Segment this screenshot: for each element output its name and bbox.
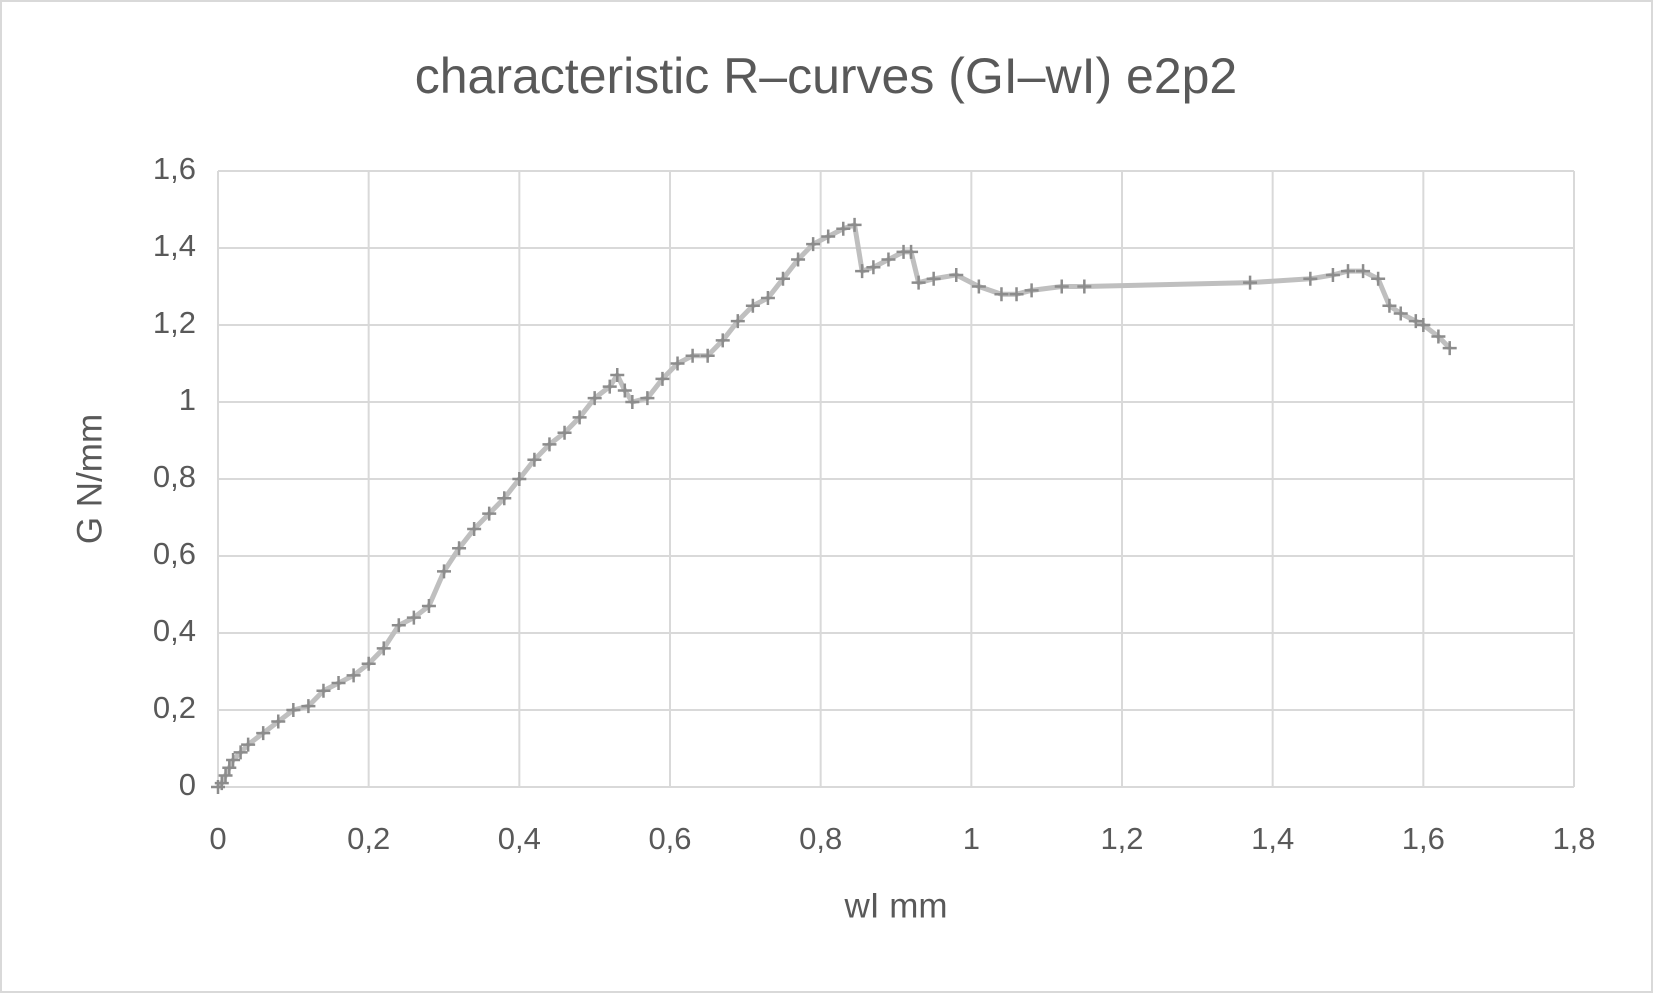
point-marker bbox=[1341, 264, 1355, 279]
point-marker bbox=[625, 395, 640, 409]
point-marker bbox=[256, 726, 271, 741]
x-axis-label: wI mm bbox=[843, 886, 947, 925]
point-marker bbox=[836, 221, 851, 236]
point-marker bbox=[1009, 287, 1024, 302]
point-marker bbox=[226, 753, 241, 768]
point-marker bbox=[847, 217, 862, 232]
y-tick-label: 0 bbox=[179, 767, 196, 802]
point-marker bbox=[1431, 329, 1446, 344]
point-marker bbox=[806, 237, 821, 252]
point-marker bbox=[685, 348, 700, 363]
point-marker bbox=[421, 599, 436, 614]
point-marker bbox=[1325, 267, 1340, 282]
point-marker bbox=[572, 410, 587, 425]
point-marker bbox=[218, 768, 233, 783]
point-marker bbox=[587, 391, 602, 406]
point-marker bbox=[467, 522, 482, 537]
point-marker bbox=[391, 618, 406, 633]
point-marker bbox=[527, 452, 542, 467]
point-marker bbox=[271, 714, 286, 729]
point-marker bbox=[286, 703, 301, 717]
point-marker bbox=[617, 383, 632, 398]
point-marker bbox=[346, 668, 361, 683]
point-marker bbox=[949, 267, 964, 282]
point-marker bbox=[361, 656, 376, 671]
x-tick-label: 0 bbox=[209, 821, 226, 856]
point-marker bbox=[971, 279, 986, 294]
point-marker bbox=[1054, 279, 1069, 294]
point-marker bbox=[557, 425, 572, 440]
chart-title: characteristic R–curves (GI–wI) e2p2 bbox=[415, 48, 1238, 104]
x-tick-label: 1,2 bbox=[1100, 821, 1143, 856]
y-tick-label: 1,2 bbox=[153, 305, 196, 340]
point-marker bbox=[855, 264, 870, 279]
point-marker bbox=[452, 541, 467, 556]
point-marker bbox=[1243, 275, 1258, 290]
point-marker bbox=[700, 348, 715, 363]
point-marker bbox=[791, 252, 806, 267]
x-tick-label: 0,2 bbox=[347, 821, 390, 856]
x-tick-label: 1,8 bbox=[1552, 821, 1595, 856]
point-marker bbox=[331, 676, 346, 691]
point-marker bbox=[610, 368, 625, 383]
point-marker bbox=[376, 641, 391, 656]
point-marker bbox=[1077, 279, 1092, 294]
point-marker bbox=[670, 356, 685, 371]
point-marker bbox=[1408, 314, 1423, 329]
point-marker bbox=[1356, 264, 1371, 279]
point-marker bbox=[760, 291, 775, 306]
point-marker bbox=[301, 699, 316, 714]
point-marker bbox=[911, 275, 926, 290]
point-marker bbox=[214, 776, 229, 791]
point-marker bbox=[1371, 271, 1386, 286]
point-marker bbox=[1416, 318, 1431, 332]
y-tick-label: 0,2 bbox=[153, 690, 196, 725]
point-marker bbox=[715, 333, 730, 348]
point-marker bbox=[866, 260, 881, 275]
point-marker bbox=[1382, 298, 1397, 313]
point-marker bbox=[222, 760, 237, 775]
point-marker bbox=[542, 437, 557, 452]
point-marker bbox=[776, 271, 790, 286]
point-marker bbox=[640, 391, 655, 406]
point-marker bbox=[497, 491, 512, 506]
point-marker bbox=[602, 379, 617, 394]
point-marker bbox=[904, 244, 919, 259]
x-tick-label: 0,6 bbox=[648, 821, 691, 856]
point-marker bbox=[881, 252, 896, 267]
point-marker bbox=[926, 271, 941, 286]
y-tick-label: 0,8 bbox=[153, 459, 196, 494]
y-tick-label: 0,6 bbox=[153, 536, 196, 571]
point-marker bbox=[1303, 271, 1318, 286]
y-tick-label: 1,6 bbox=[153, 151, 196, 186]
point-marker bbox=[1024, 283, 1039, 298]
point-marker bbox=[821, 229, 836, 244]
point-marker bbox=[1393, 306, 1408, 321]
x-tick-label: 0,4 bbox=[498, 821, 541, 856]
x-tick-label: 0,8 bbox=[799, 821, 842, 856]
point-marker bbox=[241, 737, 256, 752]
point-marker bbox=[482, 506, 497, 521]
point-marker bbox=[730, 314, 745, 329]
point-marker bbox=[512, 472, 527, 486]
x-tick-label: 1,6 bbox=[1402, 821, 1445, 856]
y-tick-label: 1 bbox=[179, 382, 196, 417]
y-tick-label: 1,4 bbox=[153, 228, 196, 263]
x-tick-label: 1 bbox=[963, 821, 980, 856]
point-marker bbox=[745, 298, 760, 313]
x-tick-label: 1,4 bbox=[1251, 821, 1294, 856]
point-marker bbox=[655, 371, 670, 386]
point-marker bbox=[1442, 341, 1457, 356]
point-marker bbox=[437, 564, 451, 579]
y-tick-label: 0,4 bbox=[153, 613, 196, 648]
point-marker bbox=[233, 745, 248, 760]
point-marker bbox=[316, 683, 331, 698]
point-marker bbox=[406, 610, 421, 625]
point-marker bbox=[994, 287, 1009, 302]
y-axis-label: G N/mm bbox=[70, 414, 109, 544]
